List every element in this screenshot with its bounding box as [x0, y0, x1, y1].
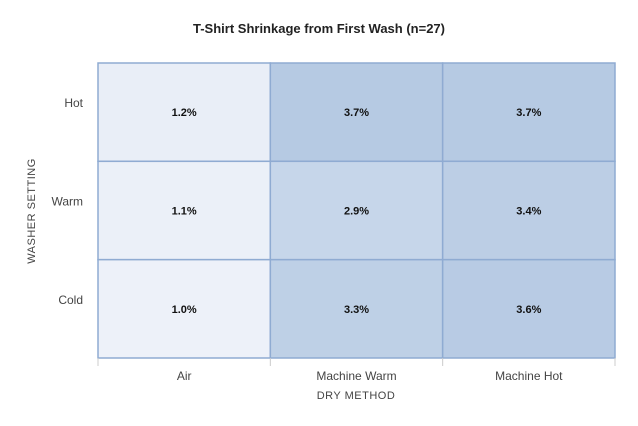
x-axis-label: DRY METHOD [317, 390, 396, 402]
cell-value-label: 1.1% [172, 206, 197, 218]
heatmap-cell [97, 62, 272, 163]
y-tick-label: Cold [58, 293, 83, 307]
heatmap-cell [441, 160, 616, 261]
heatmap-cell [269, 160, 444, 261]
chart-title: T-Shirt Shrinkage from First Wash (n=27) [193, 21, 445, 36]
cell-value-label: 3.7% [516, 107, 541, 119]
cell-value-label: 3.6% [516, 304, 541, 316]
cell-value-label: 3.4% [516, 206, 541, 218]
heatmap-cell [97, 258, 272, 359]
heatmap-cells: 1.2% 3.7% 3.7% 1.1% 2.9% 3.4% 1.0% 3.3% 3.6% [97, 62, 616, 359]
x-tick-label: Machine Hot [495, 369, 563, 383]
x-tick-label: Machine Warm [316, 369, 396, 383]
heatmap-cell [269, 258, 444, 359]
x-axis-ticks: Air Machine Warm Machine Hot [97, 358, 616, 383]
cell-value-label: 3.3% [344, 304, 369, 316]
heatmap-cell [269, 62, 444, 163]
heatmap-cell [97, 160, 272, 261]
cell-value-label: 2.9% [344, 206, 369, 218]
cell-value-label: 3.7% [344, 107, 369, 119]
cell-value-label: 1.2% [172, 107, 197, 119]
heatmap-cell [441, 258, 616, 359]
heatmap-cell [441, 62, 616, 163]
y-tick-label: Warm [51, 195, 83, 209]
y-axis-ticks: Hot Warm Cold [51, 96, 83, 307]
y-axis-label: WASHER SETTING [26, 158, 38, 264]
y-tick-label: Hot [64, 96, 83, 110]
x-tick-label: Air [177, 369, 192, 383]
cell-value-label: 1.0% [172, 304, 197, 316]
